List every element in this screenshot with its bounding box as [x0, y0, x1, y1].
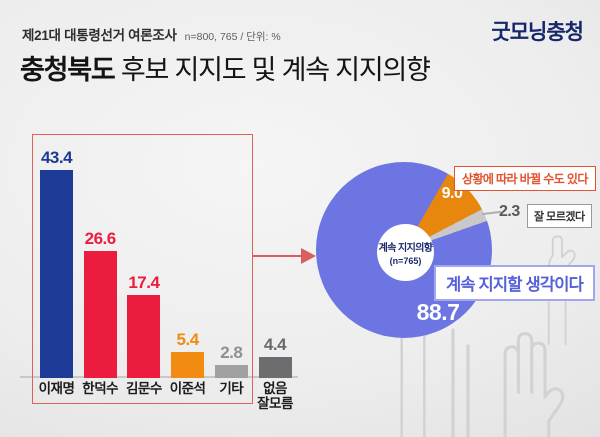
- bar-value: 4.4: [263, 335, 287, 354]
- donut-center-sample: (n=765): [389, 256, 422, 266]
- bar: [40, 170, 73, 378]
- callout-maychange: 상황에 따라 바뀔 수도 있다: [454, 166, 596, 191]
- bar-value: 26.6: [84, 229, 117, 248]
- bar-value: 43.4: [40, 148, 73, 167]
- bar-value: 17.4: [128, 273, 160, 292]
- arrow-right-icon: [301, 248, 316, 264]
- page-title-region: 충청북도: [20, 55, 116, 85]
- donut-center-label: 계속 지지의향 (n=765): [377, 224, 434, 281]
- arrow-line: [253, 255, 303, 257]
- survey-title: 제21대 대통령선거 여론조사: [22, 28, 177, 43]
- pie-value-continue: 88.7: [416, 299, 460, 325]
- bar: [127, 295, 161, 378]
- bar-label: 이재명: [38, 381, 75, 396]
- page-title-rest: 후보 지지도 및 계속 지지의향: [114, 55, 431, 85]
- bar-label: 이준석: [169, 381, 206, 396]
- callout-continue: 계속 지지할 생각이다: [434, 265, 595, 301]
- bar: [83, 251, 117, 378]
- page-title: 충청북도 후보 지지도 및 계속 지지의향: [20, 48, 431, 87]
- bar-value: 2.8: [220, 343, 243, 362]
- bar-label: 한덕수: [82, 381, 119, 396]
- survey-sample-meta: n=800, 765 / 단위: %: [184, 31, 281, 43]
- survey-header: 제21대 대통령선거 여론조사 n=800, 765 / 단위: %: [22, 24, 281, 45]
- bar: [171, 352, 205, 378]
- candidates-highlight-box: [32, 134, 253, 404]
- donut-center-title: 계속 지지의향: [378, 243, 433, 254]
- bar: [214, 365, 248, 378]
- pie-value-dontknow: 2.3: [499, 203, 520, 220]
- bar: [258, 357, 292, 378]
- bar-label: 기타: [219, 381, 244, 396]
- bar-value: 5.4: [176, 330, 200, 349]
- callout-dontknow: 잘 모르겠다: [527, 204, 592, 228]
- donut-chart: 계속 지지의향 (n=765): [316, 162, 492, 338]
- bar-label: 김문수: [126, 381, 162, 396]
- goodmorningcc-logo: 굿모닝충청: [491, 21, 584, 44]
- bar-label: 없음 잘모름: [257, 381, 293, 411]
